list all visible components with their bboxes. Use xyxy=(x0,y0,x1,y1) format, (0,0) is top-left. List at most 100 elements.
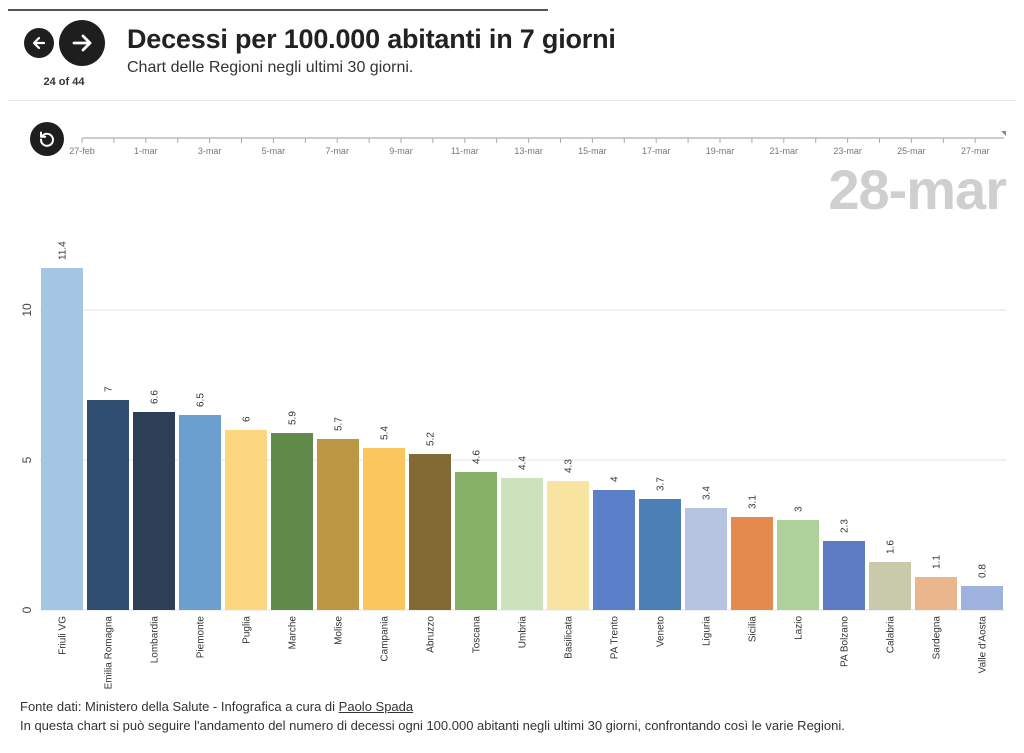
next-button[interactable] xyxy=(59,20,105,66)
category-label: Sicilia xyxy=(748,616,759,643)
timeline-tick-label: 11-mar xyxy=(451,146,479,156)
data-label: 5.7 xyxy=(334,417,345,431)
category-label: Calabria xyxy=(886,616,897,654)
category-label: Abruzzo xyxy=(426,616,437,653)
bar xyxy=(179,415,221,610)
bar xyxy=(777,520,819,610)
footer-source-text: Fonte dati: Ministero della Salute - Inf… xyxy=(20,699,339,714)
category-label: Lazio xyxy=(794,616,805,640)
timeline-tick-label: 3-mar xyxy=(198,146,222,156)
data-label: 6 xyxy=(242,416,253,422)
timeline-tick-label: 27-mar xyxy=(961,146,990,156)
data-label: 1.1 xyxy=(932,555,943,569)
category-label: Toscana xyxy=(472,616,483,654)
category-label: Basilicata xyxy=(564,616,575,659)
category-label: Valle d'Aosta xyxy=(978,616,989,674)
bar xyxy=(317,439,359,610)
data-label: 4.4 xyxy=(518,456,529,470)
category-label: Piemonte xyxy=(196,616,207,659)
timeline-tick-label: 9-mar xyxy=(389,146,413,156)
timeline-tick-label: 5-mar xyxy=(262,146,286,156)
data-label: 1.6 xyxy=(886,540,897,554)
data-label: 6.5 xyxy=(196,393,207,407)
author-link[interactable]: Paolo Spada xyxy=(338,699,414,714)
category-label: Molise xyxy=(334,616,345,645)
bar xyxy=(731,517,773,610)
bar xyxy=(225,430,267,610)
arrow-left-icon xyxy=(32,36,46,50)
bar xyxy=(823,541,865,610)
replay-icon xyxy=(39,131,54,147)
category-label: PA Bolzano xyxy=(840,616,851,667)
page-title: Decessi per 100.000 abitanti in 7 giorni xyxy=(127,24,616,54)
bar xyxy=(409,454,451,610)
bar xyxy=(593,490,635,610)
timeline-tick-label: 21-mar xyxy=(770,146,799,156)
bar xyxy=(639,499,681,610)
data-label: 5.9 xyxy=(288,411,299,425)
data-label: 5.4 xyxy=(380,426,391,440)
data-label: 3 xyxy=(794,506,805,512)
data-label: 3.7 xyxy=(656,477,667,491)
category-label: Liguria xyxy=(702,616,713,646)
bar xyxy=(501,478,543,610)
data-label: 2.3 xyxy=(840,519,851,533)
timeline-tick-label: 23-mar xyxy=(833,146,862,156)
bar xyxy=(87,400,129,610)
bar xyxy=(271,433,313,610)
bar xyxy=(915,577,957,610)
footer-note: In questa chart si può seguire l'andamen… xyxy=(20,718,845,733)
category-label: Campania xyxy=(380,616,391,662)
category-label: Puglia xyxy=(242,616,253,644)
bar xyxy=(133,412,175,610)
category-label: Friuli VG xyxy=(58,616,69,655)
page-subtitle: Chart delle Regioni negli ultimi 30 gior… xyxy=(127,59,414,76)
timeline-tick-label: 19-mar xyxy=(706,146,735,156)
bar xyxy=(363,448,405,610)
timeline-tick-label: 7-mar xyxy=(325,146,349,156)
timeline-tick-label: 25-mar xyxy=(897,146,926,156)
timeline-tick-label: 13-mar xyxy=(514,146,543,156)
footer: Fonte dati: Ministero della Salute - Inf… xyxy=(20,697,845,735)
category-label: Lombardia xyxy=(150,616,161,664)
top-rule xyxy=(8,9,548,11)
bar xyxy=(961,586,1003,610)
y-tick-label: 5 xyxy=(20,456,34,463)
timeline-tick-label: 27-feb xyxy=(69,146,95,156)
category-label: Emilia Romagna xyxy=(104,616,115,690)
data-label: 0.8 xyxy=(978,564,989,578)
category-label: Sardegna xyxy=(932,616,943,660)
arrow-right-icon xyxy=(72,34,92,52)
bar xyxy=(547,481,589,610)
bar xyxy=(869,562,911,610)
chart-bars: 11.4 Friuli VG 7 Emilia Romagna 6.6 Lombardia… xyxy=(41,241,1003,690)
data-label: 11.4 xyxy=(58,241,69,260)
category-label: Veneto xyxy=(656,616,667,648)
header-divider xyxy=(8,100,1016,101)
y-tick-label: 10 xyxy=(20,303,34,317)
timeline-handle[interactable] xyxy=(1001,131,1006,136)
data-label: 3.1 xyxy=(748,495,759,509)
y-tick-label: 0 xyxy=(20,606,34,613)
slide-counter: 24 of 44 xyxy=(43,76,85,88)
current-date: 28-mar xyxy=(828,158,1007,221)
data-label: 6.6 xyxy=(150,390,161,404)
data-label: 4.6 xyxy=(472,450,483,464)
footer-source: Fonte dati: Ministero della Salute - Inf… xyxy=(20,697,845,716)
bar xyxy=(41,268,83,610)
timeline-slider[interactable]: 27-feb 1-mar 3-mar 5-mar 7-mar 9-mar 11-mar 13-… xyxy=(69,131,1006,156)
timeline-tick-label: 1-mar xyxy=(134,146,158,156)
bar xyxy=(455,472,497,610)
data-label: 7 xyxy=(104,386,115,392)
prev-button[interactable] xyxy=(24,28,54,58)
data-label: 3.4 xyxy=(702,486,713,500)
category-label: PA Trento xyxy=(610,616,621,660)
bar xyxy=(685,508,727,610)
data-label: 4 xyxy=(610,476,621,482)
timeline-tick-label: 17-mar xyxy=(642,146,671,156)
replay-button[interactable] xyxy=(30,122,64,156)
category-label: Umbria xyxy=(518,616,529,649)
category-label: Marche xyxy=(288,616,299,650)
data-label: 4.3 xyxy=(564,459,575,473)
